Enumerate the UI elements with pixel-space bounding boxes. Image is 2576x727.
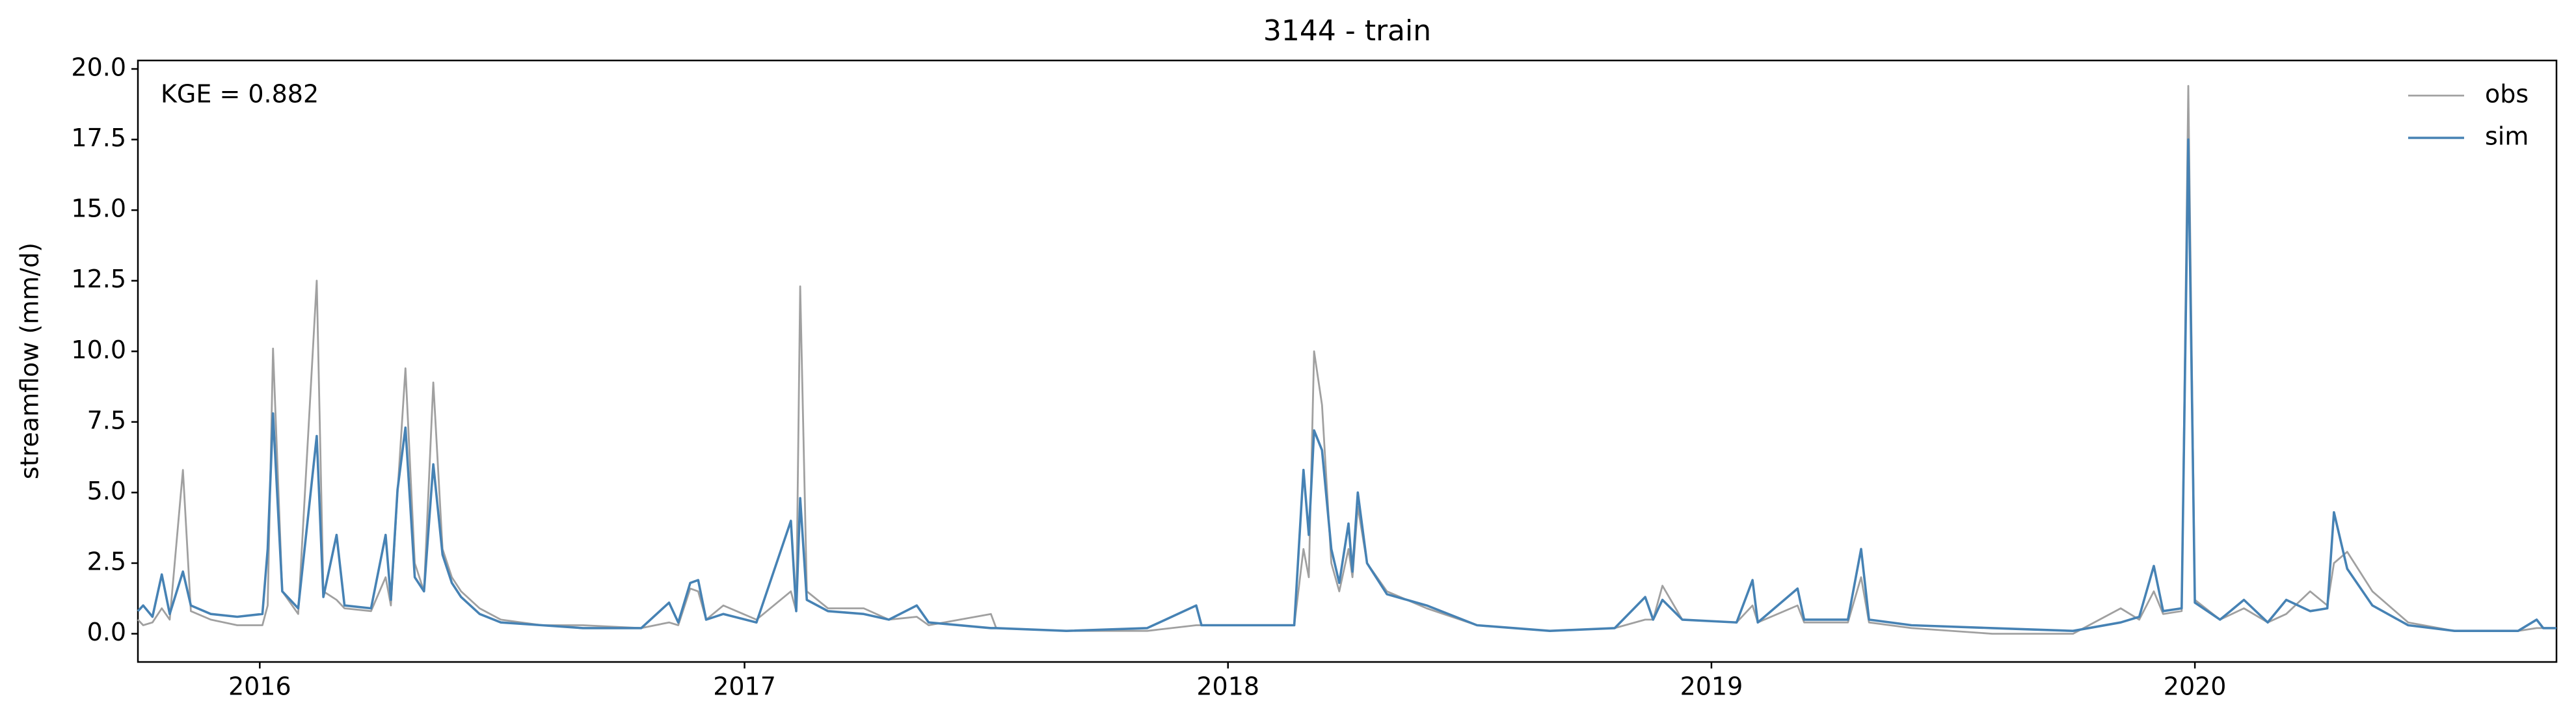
y-tick-label: 15.0	[71, 194, 126, 223]
annotation: KGE = 0.882	[161, 80, 319, 109]
x-tick-label: 2018	[1196, 672, 1259, 701]
y-tick-label: 5.0	[87, 477, 126, 505]
y-tick-label: 20.0	[71, 53, 126, 82]
y-axis-label: streamflow (mm/d)	[16, 243, 44, 479]
y-tick-label: 12.5	[71, 265, 126, 293]
x-tick-label: 2019	[1680, 672, 1743, 701]
y-tick-label: 0.0	[87, 618, 126, 646]
series-line	[137, 138, 2556, 632]
x-tick-label: 2020	[2164, 672, 2227, 701]
legend-label: sim	[2485, 122, 2529, 151]
series-line	[137, 85, 2556, 635]
y-tick-label: 2.5	[87, 548, 126, 576]
plot-frame	[137, 59, 2558, 663]
chart-title: 3144 - train	[1263, 14, 1431, 47]
y-tick-label: 10.0	[71, 336, 126, 364]
y-tick-label: 17.5	[71, 124, 126, 152]
x-tick-label: 2017	[713, 672, 776, 701]
legend-label: obs	[2485, 80, 2529, 109]
y-tick-label: 7.5	[87, 406, 126, 434]
x-tick-label: 2016	[228, 672, 291, 701]
